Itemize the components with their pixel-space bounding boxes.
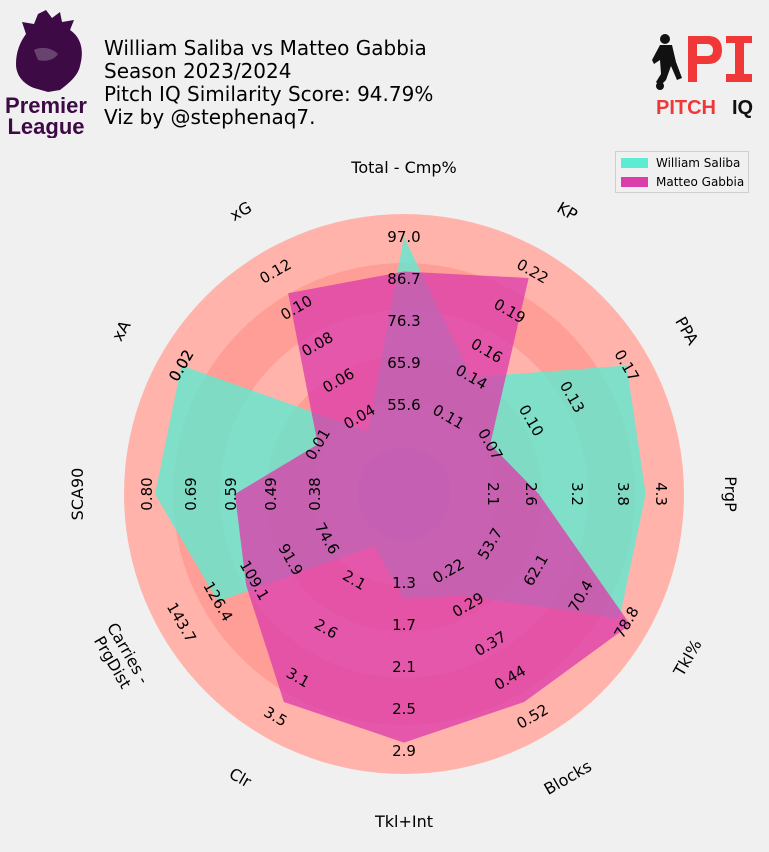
ring-value-label: 0.38 [306, 477, 324, 510]
ring-value-label: 55.6 [387, 396, 420, 414]
legend-swatch-saliba [621, 158, 648, 168]
chart-title: William Saliba vs Matteo Gabbia Season 2… [104, 37, 433, 129]
ring-value-label: 97.0 [387, 228, 420, 246]
ring-value-label: 2.9 [392, 742, 416, 760]
ring-value-label: 2.6 [522, 482, 540, 506]
legend-item-gabbia: Matteo Gabbia [621, 175, 744, 189]
ring-value-label: 86.7 [387, 270, 420, 288]
radar-series-gabbia [235, 271, 631, 743]
ring-value-label: 4.3 [652, 482, 670, 506]
ring-value-label: 3.2 [568, 482, 586, 506]
footballer-icon [652, 34, 682, 90]
param-label: Clr [226, 763, 255, 791]
league-logo-word-1: Premier [5, 93, 87, 118]
title-line: Viz by @stephenaq7. [104, 105, 316, 129]
ring-value-label: 0.59 [222, 477, 240, 510]
ring-value-label: 0.49 [262, 477, 280, 510]
title-line: Pitch IQ Similarity Score: 94.79% [104, 82, 434, 106]
param-label: PrgP [722, 476, 741, 512]
ring-value-label: 65.9 [387, 354, 420, 372]
param-label: Carries -PrgDist [88, 619, 154, 696]
pitch-iq-logo: PITCH IQ [652, 30, 764, 120]
param-label: Total - Cmp% [350, 158, 456, 177]
legend-swatch-gabbia [621, 177, 648, 187]
param-label: PPA [672, 313, 703, 348]
legend-label-gabbia: Matteo Gabbia [656, 175, 745, 189]
param-label: SCA90 [68, 468, 87, 521]
ring-value-label: 2.5 [392, 700, 416, 718]
brand-word-iq: IQ [732, 97, 753, 119]
title-line: William Saliba vs Matteo Gabbia [104, 36, 427, 60]
ring-value-label: 2.1 [484, 482, 502, 506]
ring-value-label: 3.8 [614, 482, 632, 506]
ring-value-label: 2.1 [392, 658, 416, 676]
legend-label-saliba: William Saliba [656, 156, 741, 170]
lion-icon [16, 10, 82, 92]
league-logo-word-2: League [7, 114, 84, 138]
ring-value-label: 76.3 [387, 312, 420, 330]
ring-value-label: 0.69 [182, 477, 200, 510]
param-label: xA [107, 317, 134, 344]
param-label: Blocks [540, 756, 594, 798]
param-label: xG [226, 197, 254, 224]
param-label: TkI% [669, 636, 705, 680]
param-label: Tkl+Int [374, 812, 433, 831]
ring-value-label: 1.3 [392, 574, 416, 592]
brand-word-pitch: PITCH [656, 97, 716, 119]
param-label: KP [554, 198, 581, 225]
premier-league-logo: Premier League [4, 6, 88, 139]
ring-value-label: 1.7 [392, 616, 416, 634]
legend-item-saliba: William Saliba [621, 156, 740, 170]
ring-value-label: 0.80 [138, 477, 156, 510]
title-line: Season 2023/2024 [104, 59, 292, 83]
chart-legend: William Saliba Matteo Gabbia [615, 151, 749, 193]
